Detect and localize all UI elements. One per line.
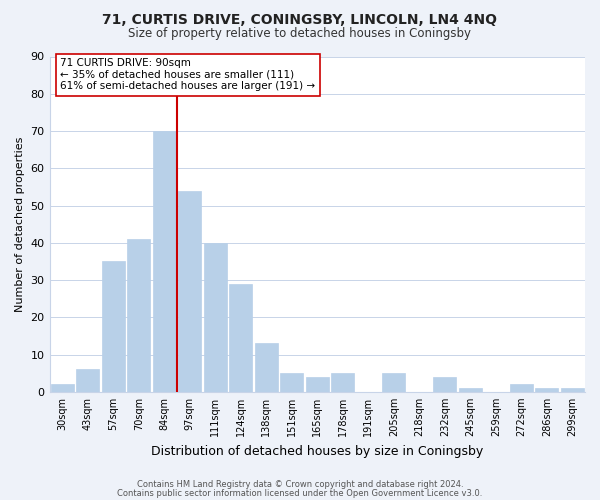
Y-axis label: Number of detached properties: Number of detached properties [15, 136, 25, 312]
X-axis label: Distribution of detached houses by size in Coningsby: Distribution of detached houses by size … [151, 444, 484, 458]
Bar [153, 131, 176, 392]
Text: Contains public sector information licensed under the Open Government Licence v3: Contains public sector information licen… [118, 488, 482, 498]
Bar [255, 344, 278, 392]
Bar [535, 388, 558, 392]
Bar [204, 243, 227, 392]
Bar [306, 377, 329, 392]
Text: 71, CURTIS DRIVE, CONINGSBY, LINCOLN, LN4 4NQ: 71, CURTIS DRIVE, CONINGSBY, LINCOLN, LN… [103, 12, 497, 26]
Bar [433, 377, 456, 392]
Bar [459, 388, 482, 392]
Text: 71 CURTIS DRIVE: 90sqm
← 35% of detached houses are smaller (111)
61% of semi-de: 71 CURTIS DRIVE: 90sqm ← 35% of detached… [60, 58, 316, 92]
Bar [51, 384, 74, 392]
Bar [102, 262, 125, 392]
Bar [178, 190, 201, 392]
Bar [382, 373, 405, 392]
Bar [510, 384, 533, 392]
Bar [331, 373, 354, 392]
Bar [280, 373, 303, 392]
Text: Contains HM Land Registry data © Crown copyright and database right 2024.: Contains HM Land Registry data © Crown c… [137, 480, 463, 489]
Bar [127, 239, 150, 392]
Bar [229, 284, 252, 392]
Bar [76, 370, 99, 392]
Text: Size of property relative to detached houses in Coningsby: Size of property relative to detached ho… [128, 28, 472, 40]
Bar [561, 388, 584, 392]
